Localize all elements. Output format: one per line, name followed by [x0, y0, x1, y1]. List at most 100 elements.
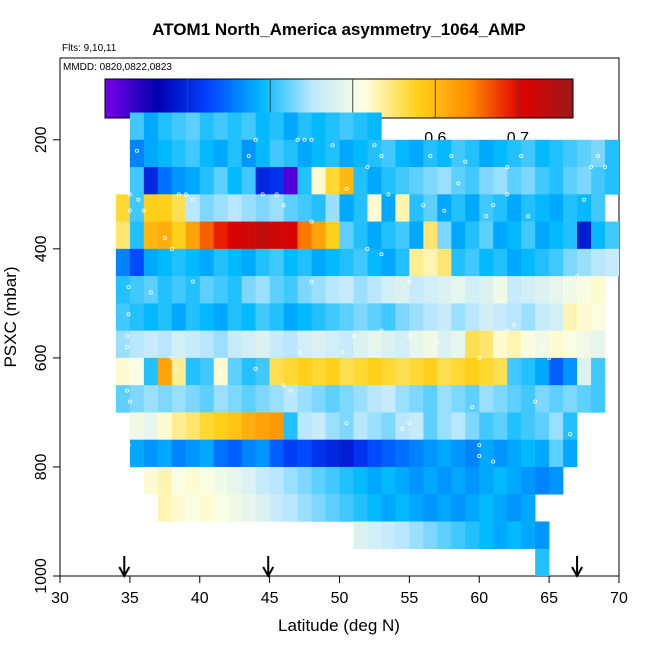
flights-note: Flts: 9,10,11: [62, 43, 117, 54]
flight-arrows: [118, 556, 583, 579]
heatmap-cell: [535, 303, 550, 331]
heatmap-cell: [283, 221, 298, 250]
heatmap-cell: [479, 521, 494, 550]
heatmap-cell: [255, 112, 270, 141]
sample-point: [491, 459, 496, 464]
heatmap-cell: [227, 139, 242, 168]
heatmap-cell: [297, 139, 312, 168]
heatmap-cell: [409, 276, 424, 304]
heatmap-cell: [283, 194, 298, 222]
heatmap-cell: [591, 357, 606, 386]
heatmap-cell: [241, 221, 256, 250]
heatmap-cell: [563, 194, 578, 222]
heatmap-cell: [423, 303, 438, 331]
sample-point: [428, 154, 433, 159]
heatmap-cell: [227, 167, 242, 195]
heatmap-cell: [129, 221, 145, 250]
heatmap-cell: [507, 357, 522, 386]
heatmap-cell: [451, 330, 466, 359]
heatmap-cell: [241, 194, 256, 222]
heatmap-cell: [213, 466, 228, 495]
y-axis-label: PSXC (mbar): [1, 266, 20, 367]
heatmap-cell: [227, 412, 242, 440]
heatmap-cell: [241, 466, 256, 495]
heatmap-cell: [479, 139, 494, 168]
heatmap-cell: [255, 248, 270, 277]
heatmap-cell: [129, 167, 145, 195]
heatmap-cell: [381, 194, 396, 222]
heatmap-cell: [367, 248, 382, 277]
heatmap-cell: [353, 330, 368, 359]
heatmap-cell: [535, 439, 550, 468]
heatmap-cell: [437, 276, 452, 304]
heatmap-cell: [143, 194, 159, 222]
heatmap-cell: [255, 303, 270, 331]
dates-note: MMDD: 0820,0822,0823: [63, 62, 172, 73]
heatmap-cell: [199, 248, 215, 277]
heatmap-cell: [493, 276, 508, 304]
heatmap-cell: [563, 248, 578, 277]
heatmap-cell: [269, 303, 284, 331]
heatmap-cell: [367, 412, 382, 440]
y-tick-label: 1000: [33, 558, 50, 594]
sample-point: [575, 274, 580, 279]
heatmap-cell: [395, 466, 410, 495]
heatmap-cell: [227, 276, 242, 304]
heatmap-cell: [479, 466, 494, 495]
heatmap-cells: [115, 112, 619, 576]
sample-point: [379, 252, 384, 257]
heatmap-cell: [451, 412, 466, 440]
heatmap-cell: [493, 521, 508, 550]
heatmap-cell: [465, 412, 480, 440]
x-axis: 30 35 40 45 50 55 60 65 70: [51, 576, 628, 607]
heatmap-cell: [227, 112, 242, 141]
heatmap-cell: [129, 276, 145, 304]
heatmap-cell: [577, 248, 592, 277]
heatmap-cell: [535, 412, 550, 440]
heatmap-cell: [185, 494, 201, 522]
chart-title: ATOM1 North_America asymmetry_1064_AMP: [152, 20, 526, 39]
heatmap-cell: [199, 494, 215, 522]
flight-arrow: [118, 556, 131, 579]
sample-point: [218, 372, 223, 377]
heatmap-cell: [381, 466, 396, 495]
heatmap-cell: [255, 330, 270, 359]
heatmap-cell: [297, 357, 312, 386]
y-axis: 200 400 600 800 1000: [33, 126, 60, 594]
sample-point: [281, 383, 286, 388]
heatmap-cell: [591, 167, 606, 195]
sample-point: [519, 154, 524, 159]
heatmap-cell: [409, 494, 424, 522]
heatmap-cell: [297, 248, 312, 277]
heatmap-cell: [367, 439, 382, 468]
heatmap-cell: [353, 248, 368, 277]
heatmap-cell: [521, 330, 536, 359]
heatmap-cell: [521, 167, 536, 195]
heatmap-cell: [311, 330, 326, 359]
heatmap-cell: [339, 221, 354, 250]
heatmap-cell: [213, 439, 228, 468]
heatmap-cell: [465, 194, 480, 222]
heatmap-cell: [269, 139, 284, 168]
heatmap-cell: [381, 357, 396, 386]
heatmap-cell: [591, 221, 606, 250]
heatmap-cell: [367, 330, 382, 359]
heatmap-cell: [521, 521, 536, 550]
heatmap-cell: [339, 248, 354, 277]
heatmap-cell: [605, 248, 619, 277]
heatmap-cell: [367, 167, 382, 195]
heatmap-cell: [157, 248, 173, 277]
heatmap-cell: [409, 466, 424, 495]
heatmap-cell: [465, 221, 480, 250]
heatmap-cell: [549, 139, 564, 168]
heatmap-cell: [283, 357, 298, 386]
heatmap-cell: [381, 412, 396, 440]
heatmap-cell: [437, 357, 452, 386]
heatmap-cell: [507, 221, 522, 250]
heatmap-cell: [255, 167, 270, 195]
heatmap-cell: [549, 248, 564, 277]
heatmap-cell: [367, 357, 382, 386]
heatmap-cell: [199, 385, 215, 413]
heatmap-cell: [297, 466, 312, 495]
heatmap-cell: [143, 167, 159, 195]
